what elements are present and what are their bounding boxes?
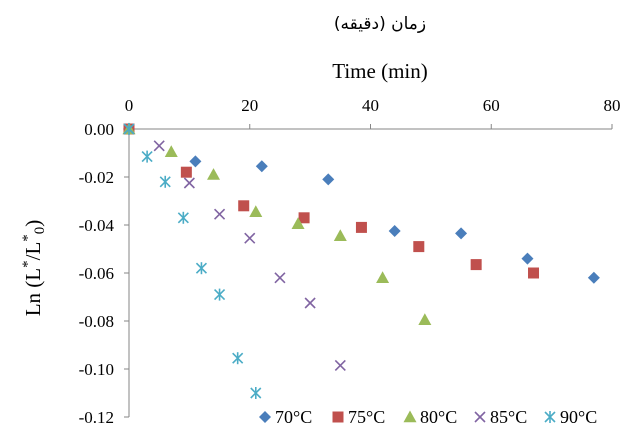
data-point-series-4	[183, 177, 195, 189]
y-tick-label: -0.10	[79, 360, 114, 379]
legend-label: 80°C	[420, 407, 457, 427]
data-point-series-4	[304, 297, 316, 309]
x-tick-label: 80	[604, 96, 621, 115]
data-point-series-3	[249, 205, 263, 217]
data-point-series-4	[274, 272, 286, 284]
y-label-part: /L	[21, 242, 45, 261]
y-label-part: *	[20, 260, 36, 268]
data-point-series-5	[232, 352, 244, 365]
data-point-series-2	[238, 200, 250, 212]
marker-stroke	[153, 140, 165, 152]
x-tick-label: 0	[125, 96, 134, 115]
data-point-series-5	[250, 387, 262, 399]
data-point-series-1	[388, 225, 401, 237]
axes: 0 20 40 60 80 0.00 -0.02 -0.04 -0.06 -0.08 -0.10 -0…	[79, 96, 621, 427]
legend-marker	[403, 410, 417, 423]
data-point-series-1	[322, 173, 335, 186]
y-label-part: Ln (L	[21, 268, 45, 316]
data-points	[122, 122, 600, 399]
marker-stroke	[213, 208, 226, 220]
marker-stroke	[334, 359, 346, 371]
y-tick-label: -0.08	[79, 312, 114, 331]
data-point-series-4	[334, 359, 346, 371]
data-point-series-5	[195, 262, 208, 275]
marker-stroke	[304, 297, 316, 309]
y-tick-label: -0.04	[79, 216, 115, 235]
legend-marker	[259, 411, 271, 423]
legend-marker	[474, 411, 486, 423]
y-label-part: *	[20, 234, 36, 242]
data-point-series-5	[141, 150, 153, 163]
data-point-series-3	[376, 271, 390, 283]
data-point-series-3	[291, 217, 305, 229]
marker-stroke	[274, 272, 286, 284]
x-tick-label: 40	[362, 96, 379, 115]
legend-label: 90°C	[560, 407, 597, 427]
y-axis-label: Ln (L*/L*0)	[20, 220, 48, 317]
legend: 70°C 75°C 80°C 85°C 90°C	[259, 407, 597, 427]
y-tick-label: -0.06	[79, 264, 114, 283]
marker-stroke	[474, 411, 486, 423]
data-point-series-4	[153, 140, 165, 152]
data-point-series-3	[333, 229, 347, 241]
data-point-series-2	[180, 166, 192, 178]
legend-marker	[332, 411, 344, 423]
data-point-series-2	[413, 241, 425, 253]
data-point-series-3	[164, 145, 178, 157]
data-point-series-2	[528, 267, 540, 279]
data-point-series-3	[418, 313, 432, 325]
data-point-series-2	[298, 212, 310, 224]
data-point-series-1	[587, 271, 600, 284]
marker-stroke	[244, 232, 256, 244]
legend-label: 85°C	[490, 407, 527, 427]
data-point-series-5	[123, 123, 135, 135]
data-point-series-2	[470, 259, 482, 271]
data-point-series-1	[455, 227, 468, 240]
data-point-series-5	[213, 288, 226, 301]
y-label-part: )	[21, 220, 45, 227]
data-point-series-1	[521, 252, 534, 265]
data-point-series-1	[189, 155, 202, 168]
x-tick-label: 60	[483, 96, 500, 115]
y-tick-label: -0.12	[79, 408, 114, 427]
x-axis-label: Time (min)	[332, 59, 427, 83]
data-point-series-3	[207, 168, 221, 180]
data-point-series-4	[213, 208, 226, 220]
data-point-series-5	[177, 211, 189, 224]
y-tick-label: 0.00	[84, 120, 114, 139]
x-tick-label: 20	[241, 96, 258, 115]
data-point-series-4	[244, 232, 256, 244]
data-point-series-2	[355, 221, 367, 233]
marker-stroke	[183, 177, 195, 189]
y-label-part: 0	[32, 227, 48, 235]
legend-marker	[544, 411, 556, 423]
chart-title: زمان (دقیقه)	[334, 14, 426, 34]
legend-label: 75°C	[348, 407, 385, 427]
data-point-series-5	[159, 175, 171, 188]
y-tick-label: -0.02	[79, 168, 114, 187]
legend-label: 70°C	[275, 407, 312, 427]
data-point-series-1	[255, 160, 268, 173]
